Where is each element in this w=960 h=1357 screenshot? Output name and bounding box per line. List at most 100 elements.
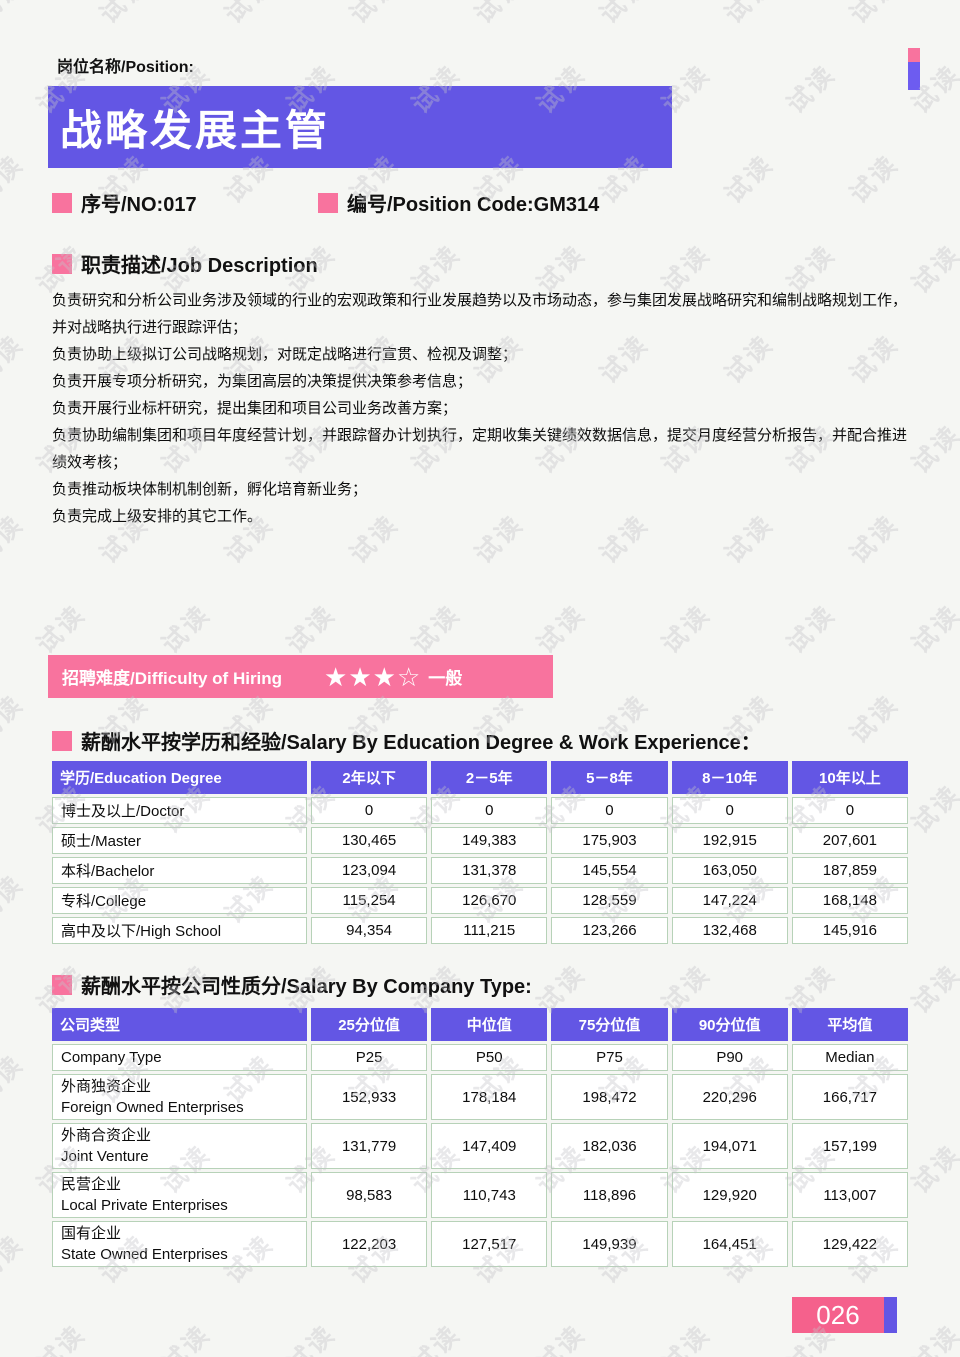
salary-value: 207,601 <box>791 827 908 854</box>
salary-value: 122,203 <box>310 1221 428 1267</box>
salary-value: 0 <box>791 797 908 824</box>
salary-value: 194,071 <box>671 1123 788 1169</box>
watermark-text: 试读 <box>406 599 467 660</box>
column-header: 5－8年 <box>551 761 668 794</box>
percentile-label: P25 <box>310 1044 428 1071</box>
watermark-text: 试读 <box>156 599 217 660</box>
table-row: 外商合资企业 Joint Venture 131,779 147,409 182… <box>52 1123 908 1169</box>
salary-by-company-heading: 薪酬水平按公司性质分/Salary By Company Type: <box>52 970 532 999</box>
salary-value: 149,383 <box>431 827 548 854</box>
position-title: 战略发展主管 <box>60 106 331 154</box>
salary-value: 113,007 <box>791 1172 908 1218</box>
watermark-text: 试读 <box>719 149 780 210</box>
watermark-text: 试读 <box>90 0 155 31</box>
row-label: 国有企业 State Owned Enterprises <box>52 1221 307 1267</box>
job-description-line: 负责研究和分析公司业务涉及领域的行业的宏观政策和行业发展趋势以及市场动态，参与集… <box>52 292 908 336</box>
salary-value: 182,036 <box>551 1123 668 1169</box>
table-header-row: 公司类型 25分位值 中位值 75分位值 90分位值 平均值 <box>52 1008 908 1041</box>
row-label: 高中及以下/High School <box>52 917 307 944</box>
column-header: 2－5年 <box>431 761 548 794</box>
watermark-text: 试读 <box>656 1319 717 1357</box>
corner-mark-pink <box>908 48 920 62</box>
row-label: 民营企业 Local Private Enterprises <box>52 1172 307 1218</box>
salary-value: 129,920 <box>671 1172 788 1218</box>
percentile-label: P90 <box>671 1044 788 1071</box>
salary-by-company-heading-label: 薪酬水平按公司性质分/Salary By Company Type: <box>81 976 532 998</box>
salary-value: 149,939 <box>551 1221 668 1267</box>
pink-square-bullet-icon <box>52 192 72 213</box>
watermark-text: 试读 <box>715 0 780 31</box>
job-description-line: 负责开展专项分析研究，为集团高层的决策提供决策参考信息； <box>52 373 473 390</box>
salary-value: 157,199 <box>791 1123 908 1169</box>
salary-value: 168,148 <box>791 887 908 914</box>
star-rating-icon: ★★★☆ <box>324 661 422 692</box>
salary-value: 115,254 <box>310 887 428 914</box>
salary-by-education-table: 学历/Education Degree 2年以下 2－5年 5－8年 8－10年… <box>48 758 912 947</box>
table-row: 本科/Bachelor 123,094 131,378 145,554 163,… <box>52 857 908 884</box>
salary-value: 129,422 <box>791 1221 908 1267</box>
salary-value: 130,465 <box>310 827 428 854</box>
percentile-label: P50 <box>431 1044 548 1071</box>
row-label: 专科/College <box>52 887 307 914</box>
watermark-text: 试读 <box>781 599 842 660</box>
row-label: 外商合资企业 Joint Venture <box>52 1123 307 1169</box>
watermark-text: 试读 <box>0 689 30 750</box>
table-row: 民营企业 Local Private Enterprises 98,583 11… <box>52 1172 908 1218</box>
salary-by-education-heading-label: 薪酬水平按学历和经验/Salary By Education Degree & … <box>81 732 761 754</box>
page-number-badge-strip <box>884 1297 897 1333</box>
pink-square-bullet-icon <box>318 192 338 213</box>
watermark-text: 试读 <box>844 689 905 750</box>
table-row: 专科/College 115,254 126,670 128,559 147,2… <box>52 887 908 914</box>
salary-value: 192,915 <box>671 827 788 854</box>
salary-value: 123,266 <box>551 917 668 944</box>
watermark-text: 试读 <box>281 1319 342 1357</box>
column-header: 75分位值 <box>551 1008 668 1041</box>
position-title-banner: 战略发展主管 <box>48 86 672 168</box>
salary-value: 132,468 <box>671 917 788 944</box>
serial-number-label: 序号/NO:017 <box>81 194 197 216</box>
difficulty-of-hiring-banner: 招聘难度/Difficulty of Hiring ★★★☆ 一般 <box>48 655 553 698</box>
corner-mark-purple <box>908 62 920 90</box>
salary-value: 111,215 <box>431 917 548 944</box>
column-header: 10年以上 <box>791 761 908 794</box>
watermark-text: 试读 <box>0 1229 30 1290</box>
serial-number: 序号/NO:017 <box>52 188 197 217</box>
table-row: 国有企业 State Owned Enterprises 122,203 127… <box>52 1221 908 1267</box>
table-row: 高中及以下/High School 94,354 111,215 123,266… <box>52 917 908 944</box>
company-type-en: Local Private Enterprises <box>61 1197 228 1214</box>
table-row: 硕士/Master 130,465 149,383 175,903 192,91… <box>52 827 908 854</box>
salary-by-company-table: 公司类型 25分位值 中位值 75分位值 90分位值 平均值 Company T… <box>48 1005 912 1270</box>
watermark-text: 试读 <box>656 599 717 660</box>
watermark-text: 试读 <box>531 599 592 660</box>
watermark-text: 试读 <box>781 59 842 120</box>
job-description-line: 负责完成上级安排的其它工作。 <box>52 508 263 525</box>
pink-square-bullet-icon <box>52 730 72 751</box>
table-header-row: 学历/Education Degree 2年以下 2－5年 5－8年 8－10年… <box>52 761 908 794</box>
row-label: 外商独资企业 Foreign Owned Enterprises <box>52 1074 307 1120</box>
watermark-text: 试读 <box>406 1319 467 1357</box>
percentile-label: Median <box>791 1044 908 1071</box>
column-header: 90分位值 <box>671 1008 788 1041</box>
pink-square-bullet-icon <box>52 974 72 995</box>
watermark-text: 试读 <box>0 0 31 31</box>
pink-square-bullet-icon <box>52 253 72 274</box>
job-description-line: 负责开展行业标杆研究，提出集团和项目公司业务改善方案； <box>52 400 458 417</box>
salary-value: 131,378 <box>431 857 548 884</box>
company-type-cn: 外商独资企业 <box>61 1078 152 1095</box>
watermark-text: 试读 <box>465 0 530 31</box>
watermark-text: 试读 <box>0 1049 30 1110</box>
watermark-text: 试读 <box>281 599 342 660</box>
table-row: 外商独资企业 Foreign Owned Enterprises 152,933… <box>52 1074 908 1120</box>
salary-value: 0 <box>551 797 668 824</box>
salary-value: 198,472 <box>551 1074 668 1120</box>
salary-value: 0 <box>310 797 428 824</box>
watermark-text: 试读 <box>215 0 280 31</box>
column-header: 25分位值 <box>310 1008 428 1041</box>
salary-value: 0 <box>671 797 788 824</box>
salary-value: 164,451 <box>671 1221 788 1267</box>
watermark-text: 试读 <box>0 329 30 390</box>
watermark-text: 试读 <box>31 1319 92 1357</box>
watermark-text: 试读 <box>340 0 405 31</box>
salary-value: 98,583 <box>310 1172 428 1218</box>
position-label: 岗位名称/Position: <box>57 59 194 76</box>
